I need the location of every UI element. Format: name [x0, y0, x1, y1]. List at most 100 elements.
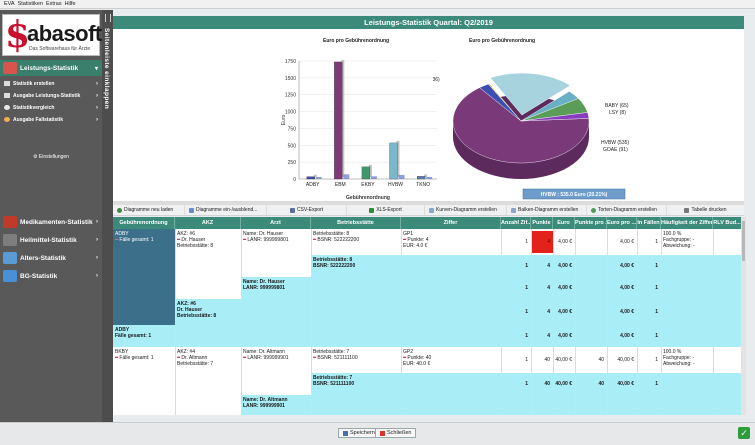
faelle-value: 1	[655, 333, 658, 339]
faelle-value: 1	[655, 357, 658, 363]
punkte-pro-value: 40	[598, 357, 604, 363]
close-icon	[380, 430, 385, 436]
bar-shadow	[368, 164, 372, 177]
reload-charts-button[interactable]: Diagramme neu laden	[113, 205, 185, 215]
horizontal-splitter[interactable]	[113, 201, 744, 205]
bar-shadow	[396, 140, 400, 177]
menu-hilfe[interactable]: Hilfe	[64, 1, 76, 7]
bar-secondary	[426, 176, 433, 179]
arzt-sum-row[interactable]	[241, 395, 741, 415]
punkte-value: 4	[547, 285, 550, 291]
arzt-sum-row[interactable]	[241, 277, 741, 299]
anzahl-value: 1	[525, 285, 528, 291]
anzahl-value: 1	[525, 239, 528, 245]
pie-chart-button[interactable]: Torten-Diagramm erstellen	[587, 205, 667, 215]
bar-secondary	[343, 174, 350, 179]
col-akz[interactable]: AKZ	[175, 217, 241, 229]
compare-icon	[4, 105, 10, 110]
chevron-icon: ›	[96, 255, 98, 261]
line-chart-button[interactable]: Kurven-Diagramm erstellen	[425, 205, 507, 215]
col-euro[interactable]: Euro	[553, 217, 575, 229]
pie-chart: EBM (1736) BABY (65)LSY (8) HVBW (535)GOAE…	[433, 72, 629, 200]
euro-pro-value: 4,00 €	[620, 239, 634, 245]
col-rlv-budget[interactable]: RLV Bud...	[713, 220, 741, 226]
bar-secondary	[398, 174, 405, 179]
euro-pro-value: 4,00 €	[620, 309, 634, 315]
csv-export-button[interactable]: CSV-Export	[267, 205, 347, 215]
settings-link[interactable]: ⚙ Einstellungen	[0, 154, 102, 160]
y-tick-label: 750	[288, 126, 297, 132]
collapse-sidebar-bar[interactable]: Seitenleiste einklappen	[102, 10, 113, 422]
button-label: Balken-Diagramm erstellen	[518, 207, 579, 213]
menu-extras[interactable]: Extras	[45, 1, 62, 7]
sidebar-item-alters-statistik[interactable]: Alters-Statistik ›	[0, 250, 102, 266]
euro-pro-value: 40,00 €	[617, 357, 634, 363]
sidebar-item-ausgabe-fallstatistik[interactable]: Ausgabe Fallstatistik ›	[0, 114, 102, 125]
print-table-button[interactable]: Tabelle drucken	[667, 205, 744, 215]
save-button[interactable]: Speichern	[338, 428, 380, 438]
close-button[interactable]: Schließen	[375, 428, 417, 438]
sidebar-item-label: Medikamenten-Statistik	[20, 218, 93, 226]
sidebar-item-medikamenten-statistik[interactable]: Medikamenten-Statistik ›	[0, 214, 102, 230]
col-haeufigkeit[interactable]: Häufigkeit der Ziffer ...	[661, 217, 713, 229]
sidebar-item-leistungs-statistik[interactable]: Leistungs-Statistik ▾	[0, 60, 102, 76]
chevron-icon: ›	[96, 80, 98, 87]
button-label: Diagramme neu laden	[124, 207, 174, 213]
col-betriebsstaette[interactable]: Betriebsstätte	[311, 217, 401, 229]
bs-sum-row[interactable]	[311, 255, 741, 277]
bar	[389, 142, 398, 180]
button-label: Kurven-Diagramm erstellen	[436, 207, 497, 213]
pie-label: HVBW (535)	[601, 140, 629, 146]
bar	[361, 166, 371, 180]
col-punkte[interactable]: Punkte	[531, 217, 553, 229]
logo-tagline: Das Softwarehaus für Ärzte	[29, 46, 91, 52]
menu-statistiken[interactable]: Statistiken	[17, 1, 43, 7]
button-label: XLS-Export	[376, 207, 402, 213]
arzt-sum-label: Name: Dr. Hauser LANR: 999999801	[243, 279, 285, 291]
punkte-value: 4	[547, 309, 550, 315]
sidebar-item-statistik-erstellen[interactable]: Statistik erstellen ›	[0, 78, 102, 89]
menu-eva[interactable]: EVA	[4, 1, 15, 7]
pie-label: EBM (1736)	[433, 77, 440, 83]
sidebar-item-bg-statistik[interactable]: BG-Statistik ›	[0, 268, 102, 284]
bar	[416, 176, 426, 180]
grip-icon	[105, 14, 111, 22]
sidebar-item-label: Heilmittel-Statistik	[20, 236, 77, 244]
col-in-faellen[interactable]: In Fällen	[637, 217, 661, 229]
button-label: Tabelle drucken	[691, 207, 727, 213]
group-sum-row[interactable]	[113, 325, 741, 347]
y-tick-label: 1500	[285, 76, 296, 82]
check-icon[interactable]: ✓	[738, 427, 750, 439]
anzahl-value: 1	[525, 333, 528, 339]
col-euro-pro[interactable]: Euro pro ...	[607, 217, 637, 229]
pie-label: GOAE (91)	[603, 147, 628, 153]
pie-slice	[488, 83, 522, 122]
vertical-scrollbar[interactable]	[741, 217, 746, 415]
col-ziffer[interactable]: Ziffer	[401, 217, 501, 229]
group-name: ADBY	[115, 231, 129, 237]
bg-icon	[3, 270, 17, 282]
group-cell-adby[interactable]: ADBY ━ Fälle gesamt: 1	[113, 229, 175, 325]
collapse-sidebar-label: Seitenleiste einklappen	[103, 28, 110, 110]
col-gebuehrenordnung[interactable]: Gebührenordnung	[113, 217, 175, 229]
col-arzt[interactable]: Arzt	[241, 217, 311, 229]
col-punkte-pro[interactable]: Punkte pro ...	[575, 217, 607, 229]
print-icon	[684, 207, 690, 213]
bar-chart-icon	[511, 207, 516, 213]
xls-export-button[interactable]: XLS-Export	[347, 205, 425, 215]
euro-value: 4,00 €	[558, 263, 572, 269]
scrollbar-thumb[interactable]	[742, 221, 745, 261]
sidebar-item-ausgabe-leistungs-statistik[interactable]: Ausgabe Leistungs-Statistik ›	[0, 90, 102, 101]
anzahl-value: 1	[525, 357, 528, 363]
akz-sum-row[interactable]	[175, 299, 741, 325]
sidebar-item-statistikvergleich[interactable]: Statistikvergleich ›	[0, 102, 102, 113]
statistics-table: ADBY ━ Fälle gesamt: 1 AKZ: #6 ━ Dr. Hau…	[113, 229, 741, 415]
col-anzahl-ziffer[interactable]: Anzahl Zif...	[501, 217, 531, 229]
chart-toggle-icon	[189, 207, 194, 213]
faelle-value: 1	[655, 285, 658, 291]
toggle-charts-button[interactable]: Diagramme ein-/ausblend...	[185, 205, 267, 215]
bar-chart-button[interactable]: Balken-Diagramm erstellen	[507, 205, 587, 215]
bs-sum-row[interactable]	[311, 373, 741, 395]
group-cell-bkby[interactable]: BKBY ━ Fälle gesamt: 1	[115, 349, 154, 361]
sidebar-item-heilmittel-statistik[interactable]: Heilmittel-Statistik ›	[0, 232, 102, 248]
